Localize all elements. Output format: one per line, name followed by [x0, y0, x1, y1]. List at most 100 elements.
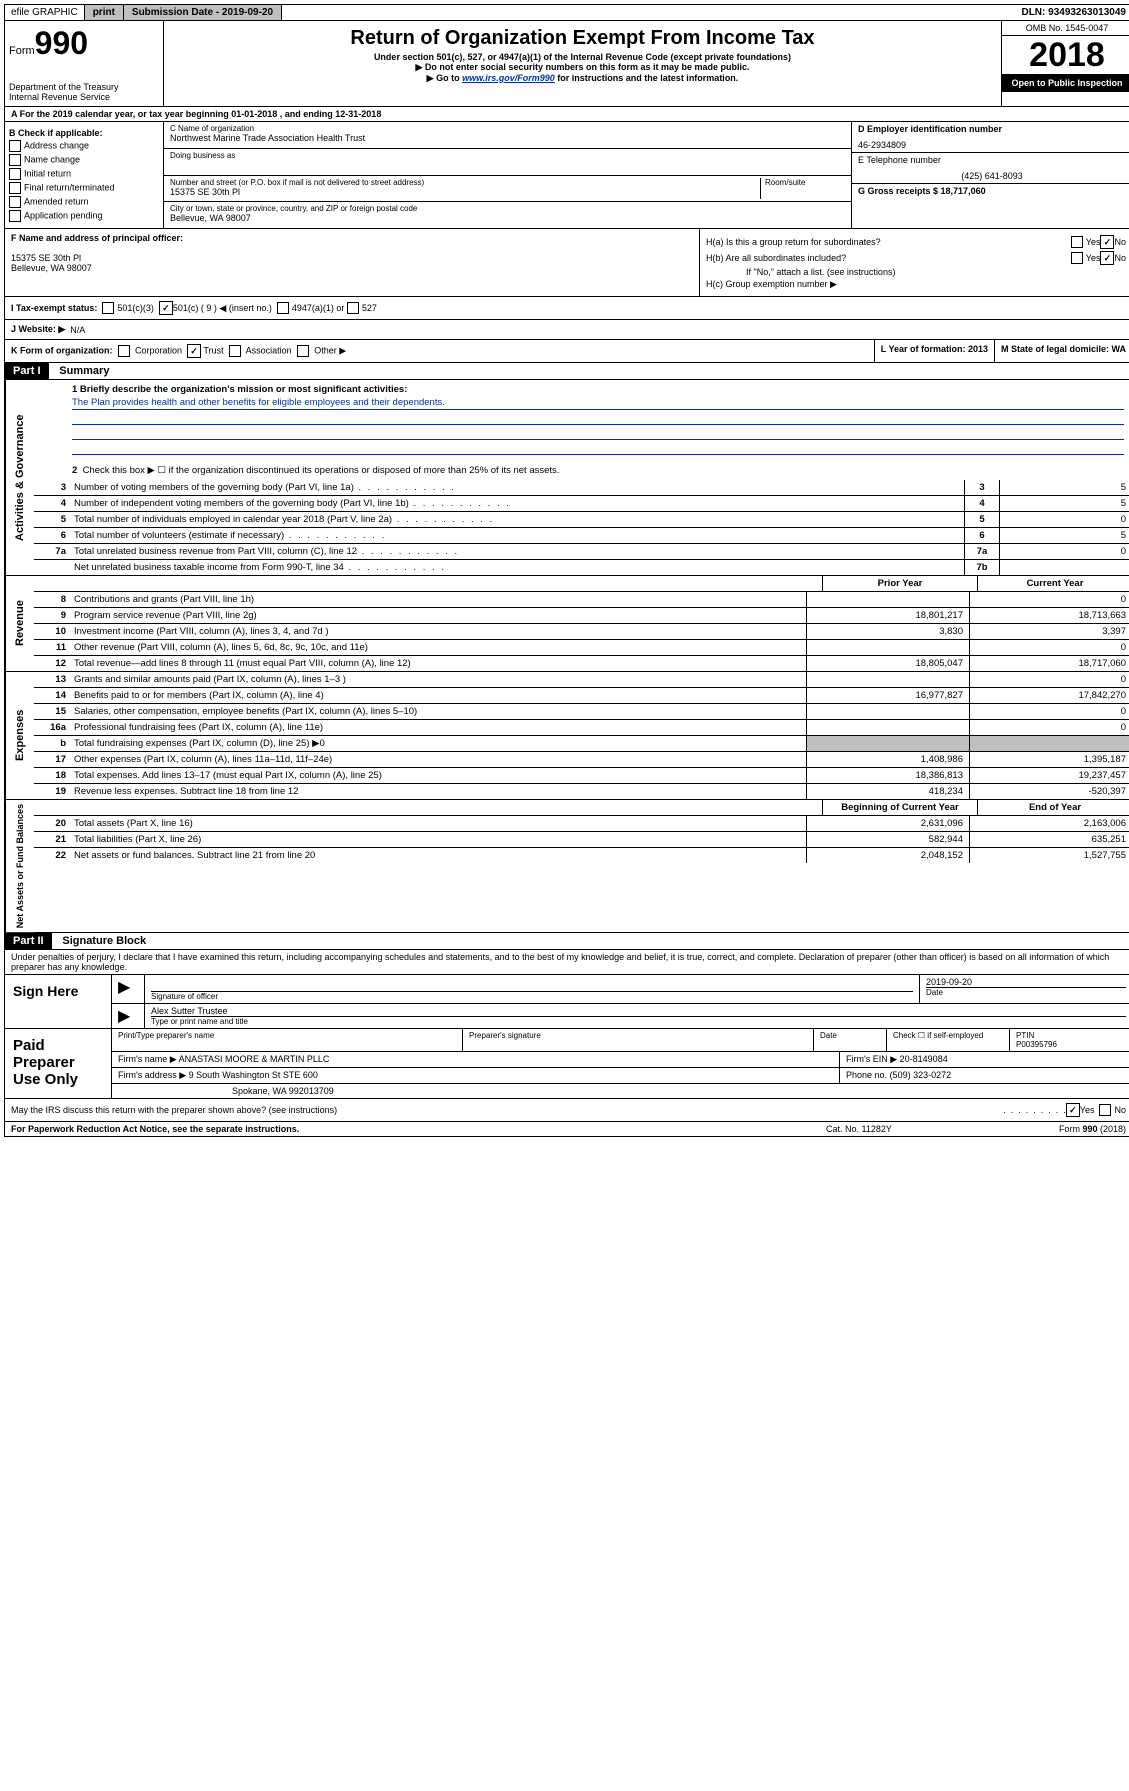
top-bar: efile GRAPHIC print Submission Date - 20… — [4, 4, 1129, 21]
line-7a: 7aTotal unrelated business revenue from … — [34, 544, 1129, 560]
q1-label: 1 Briefly describe the organization's mi… — [72, 384, 407, 395]
header-right: OMB No. 1545-0047 2018 Open to Public In… — [1001, 21, 1129, 106]
pp-preparer-name-label: Print/Type preparer's name — [112, 1029, 463, 1051]
row-a-tax-year: A For the 2019 calendar year, or tax yea… — [4, 107, 1129, 122]
k-corp[interactable] — [118, 345, 130, 357]
part1-header-row: Part I Summary — [4, 363, 1129, 380]
th-num — [34, 576, 70, 591]
check-initial-return[interactable]: Initial return — [9, 168, 159, 180]
k-other[interactable] — [297, 345, 309, 357]
th-current-year: Current Year — [977, 576, 1129, 591]
j-label: J Website: ▶ — [11, 324, 65, 335]
pp-phone-label: Phone no. — [846, 1070, 887, 1080]
i-label: I Tax-exempt status: — [11, 303, 97, 313]
i-501c[interactable]: ✓ — [159, 301, 173, 315]
b-item-4: Amended return — [24, 196, 89, 206]
expense-line-14: 14Benefits paid to or for members (Part … — [34, 688, 1129, 704]
k-label: K Form of organization: — [11, 345, 113, 355]
hb-no[interactable]: ✓ — [1100, 251, 1114, 265]
part2-title: Signature Block — [54, 933, 154, 949]
l-text: L Year of formation: 2013 — [881, 344, 988, 354]
header-center: Return of Organization Exempt From Incom… — [164, 21, 1001, 106]
sig-officer-cell: Signature of officer — [145, 975, 920, 1003]
sig-blank — [151, 977, 913, 991]
k-assoc[interactable] — [229, 345, 241, 357]
hb-label: H(b) Are all subordinates included? — [706, 253, 1071, 263]
part1-expenses: Expenses 13Grants and similar amounts pa… — [4, 672, 1129, 800]
pp-row-1: Print/Type preparer's name Preparer's si… — [112, 1029, 1129, 1052]
pp-ptin-value: P00395796 — [1016, 1040, 1126, 1049]
pp-firm-label: Firm's name ▶ — [118, 1054, 177, 1064]
form-header: Form990 Department of the Treasury Inter… — [4, 21, 1129, 107]
officer-name-label: Type or print name and title — [151, 1016, 1126, 1026]
expense-line-13: 13Grants and similar amounts paid (Part … — [34, 672, 1129, 688]
discuss-no[interactable] — [1099, 1104, 1111, 1116]
q1-block: 1 Briefly describe the organization's mi… — [34, 380, 1129, 461]
i-501c3[interactable] — [102, 302, 114, 314]
ha-no[interactable]: ✓ — [1100, 235, 1114, 249]
block-fh: F Name and address of principal officer:… — [4, 229, 1129, 297]
na-th-num — [34, 800, 70, 815]
org-address: 15375 SE 30th Pl — [170, 187, 760, 197]
ha-yes[interactable] — [1071, 236, 1083, 248]
ein-value: 46-2934809 — [858, 140, 1126, 150]
pp-ptin-cell: PTIN P00395796 — [1010, 1029, 1129, 1051]
spacer — [282, 11, 1015, 15]
line-3: 3Number of voting members of the governi… — [34, 480, 1129, 496]
discuss-text: May the IRS discuss this return with the… — [11, 1105, 995, 1115]
website-value: N/A — [70, 325, 85, 335]
irs-link[interactable]: www.irs.gov/Form990 — [462, 73, 555, 83]
note-link: ▶ Go to www.irs.gov/Form990 for instruct… — [168, 73, 997, 84]
f-label: F Name and address of principal officer: — [11, 233, 183, 243]
i-527[interactable] — [347, 302, 359, 314]
discuss-yes[interactable]: ✓ — [1066, 1103, 1080, 1117]
section-h: H(a) Is this a group return for subordin… — [699, 229, 1129, 296]
pp-city: Spokane, WA 992013709 — [112, 1084, 1129, 1098]
pp-selfemployed: Check ☐ if self-employed — [887, 1029, 1010, 1051]
expense-line-17: 17Other expenses (Part IX, column (A), l… — [34, 752, 1129, 768]
pp-row-2: Firm's name ▶ ANASTASI MOORE & MARTIN PL… — [112, 1052, 1129, 1068]
revenue-line-11: 11Other revenue (Part VIII, column (A), … — [34, 640, 1129, 656]
q2-block: 2 Check this box ▶ ☐ if the organization… — [34, 461, 1129, 480]
check-address-change[interactable]: Address change — [9, 140, 159, 152]
k-trust[interactable]: ✓ — [187, 344, 201, 358]
check-name-change[interactable]: Name change — [9, 154, 159, 166]
k-opt-0: Corporation — [135, 345, 182, 355]
expense-line-15: 15Salaries, other compensation, employee… — [34, 704, 1129, 720]
g-label: G Gross receipts $ 18,717,060 — [858, 186, 986, 196]
ag-content: 1 Briefly describe the organization's mi… — [34, 380, 1129, 575]
expense-content: 13Grants and similar amounts paid (Part … — [34, 672, 1129, 799]
row-klm: K Form of organization: Corporation ✓ Tr… — [4, 340, 1129, 363]
part2-header-row: Part II Signature Block — [4, 933, 1129, 950]
blank-line-2 — [72, 427, 1124, 440]
check-application[interactable]: Application pending — [9, 210, 159, 222]
d-label: D Employer identification number — [858, 124, 1002, 134]
hb-yes[interactable] — [1071, 252, 1083, 264]
row-m: M State of legal domicile: WA — [995, 340, 1129, 362]
check-final-return[interactable]: Final return/terminated — [9, 182, 159, 194]
omb-number: OMB No. 1545-0047 — [1002, 21, 1129, 36]
sig-row-2: ▶ Alex Sutter Trustee Type or print name… — [112, 1004, 1129, 1028]
header-left: Form990 Department of the Treasury Inter… — [5, 21, 164, 106]
expense-line-18: 18Total expenses. Add lines 13–17 (must … — [34, 768, 1129, 784]
hc-label: H(c) Group exemption number ▶ — [706, 279, 837, 290]
ha-label: H(a) Is this a group return for subordin… — [706, 237, 1071, 247]
check-amended[interactable]: Amended return — [9, 196, 159, 208]
i-4947[interactable] — [277, 302, 289, 314]
officer-addr2: Bellevue, WA 98007 — [11, 263, 693, 273]
print-button[interactable]: print — [85, 5, 124, 20]
paid-preparer-label: Paid Preparer Use Only — [5, 1029, 112, 1098]
pp-sig-label: Preparer's signature — [463, 1029, 814, 1051]
th-beginning: Beginning of Current Year — [822, 800, 977, 815]
line-5: 5Total number of individuals employed in… — [34, 512, 1129, 528]
tax-year: 2018 — [1002, 36, 1129, 74]
side-expenses: Expenses — [5, 672, 34, 799]
na-th-desc — [70, 800, 822, 815]
sig-date-label: Date — [926, 987, 1126, 997]
phone-value: (425) 641-8093 — [858, 171, 1126, 181]
form-subtitle: Under section 501(c), 527, or 4947(a)(1)… — [168, 52, 997, 62]
side-revenue: Revenue — [5, 576, 34, 671]
section-d: D Employer identification number 46-2934… — [852, 122, 1129, 153]
note2-post: for instructions and the latest informat… — [555, 73, 739, 83]
footer-left: For Paperwork Reduction Act Notice, see … — [11, 1124, 826, 1134]
